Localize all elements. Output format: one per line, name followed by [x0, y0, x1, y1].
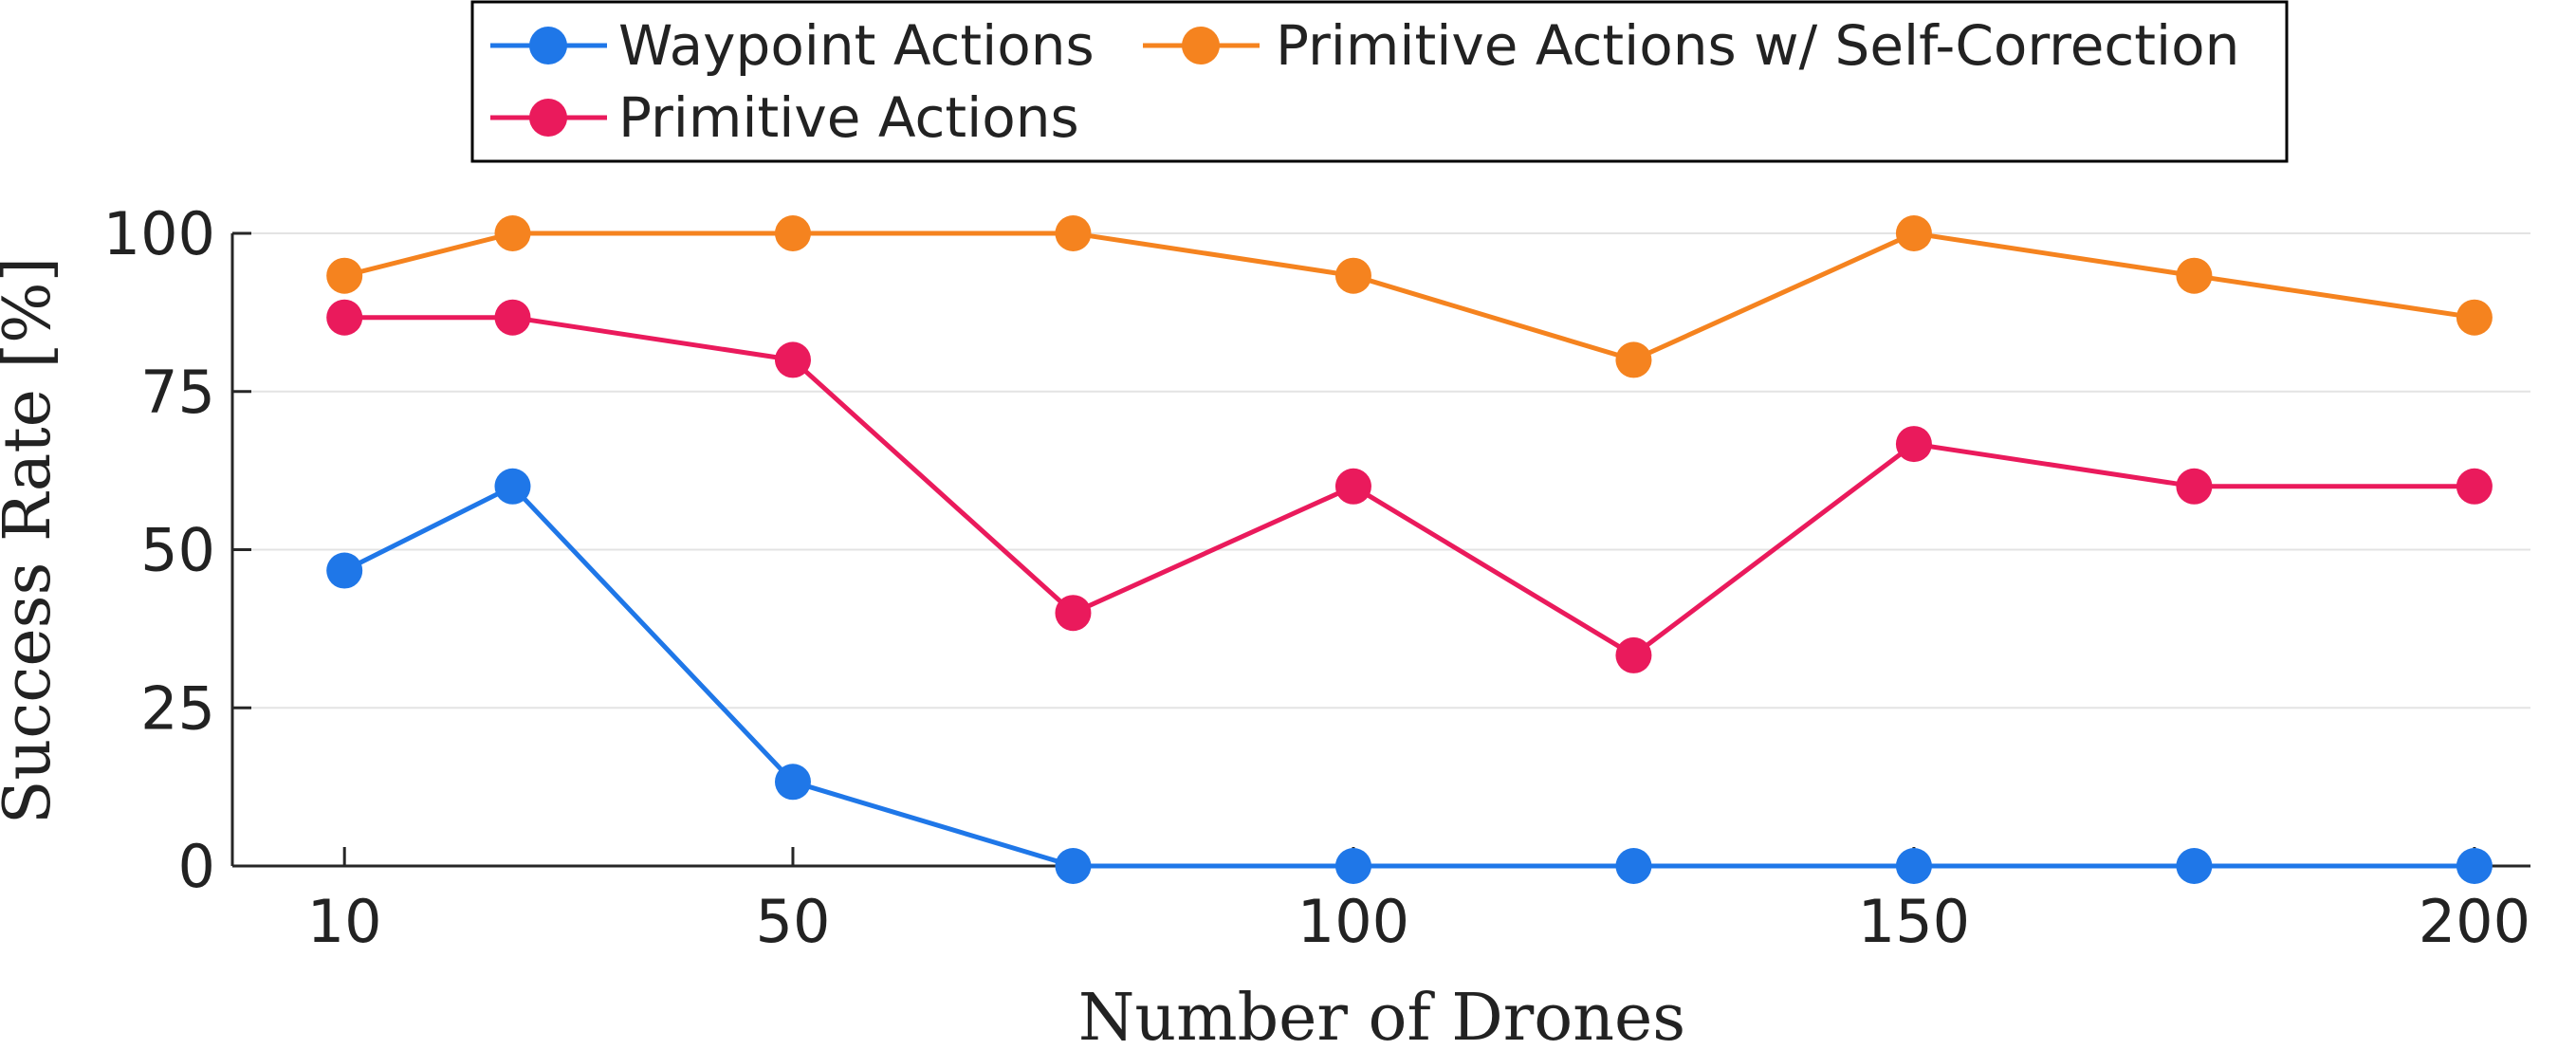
x-tick-label: 200	[2419, 887, 2530, 956]
data-point-primitive-actions	[2176, 468, 2213, 505]
x-axis-label: Number of Drones	[1078, 981, 1685, 1050]
data-point-waypoint-actions	[326, 552, 363, 589]
series-line-waypoint-actions	[343, 484, 2475, 869]
data-point-primitive-actions-w-self-correction	[1615, 341, 1652, 378]
legend: Waypoint Actions Primitive Actions w/ Se…	[470, 0, 2289, 163]
legend-box	[470, 0, 2289, 163]
data-point-primitive-actions	[1055, 595, 1092, 632]
series-waypoint-actions	[326, 468, 2493, 884]
y-tick-label: 25	[140, 673, 215, 743]
x-tick-label: 100	[1297, 887, 1409, 956]
data-point-primitive-actions-w-self-correction	[774, 215, 811, 251]
x-tick-label: 50	[756, 887, 831, 956]
data-point-primitive-actions	[2456, 468, 2493, 505]
x-tick-label: 10	[307, 887, 382, 956]
data-point-primitive-actions-w-self-correction	[1334, 257, 1371, 294]
data-point-primitive-actions-w-self-correction	[1895, 215, 1932, 251]
legend-marker-primitive-self-correction	[1182, 27, 1220, 64]
series-primitive-actions	[326, 299, 2493, 673]
y-tick-label: 0	[178, 832, 215, 901]
y-tick-label: 75	[140, 358, 215, 427]
legend-label-waypoint-actions: Waypoint Actions	[618, 13, 1095, 78]
data-point-primitive-actions-w-self-correction	[1055, 215, 1092, 251]
data-point-primitive-actions	[1615, 636, 1652, 673]
data-point-waypoint-actions	[1055, 848, 1092, 884]
data-point-waypoint-actions	[774, 764, 811, 801]
data-point-primitive-actions	[326, 299, 363, 336]
data-point-waypoint-actions	[1895, 848, 1932, 884]
data-point-primitive-actions	[1334, 468, 1371, 505]
series-line-primitive-actions	[344, 315, 2475, 658]
data-point-primitive-actions-w-self-correction	[2176, 257, 2213, 294]
data-point-waypoint-actions	[2456, 848, 2493, 884]
data-point-primitive-actions-w-self-correction	[326, 257, 363, 294]
data-point-primitive-actions	[1895, 426, 1932, 463]
data-point-waypoint-actions	[494, 468, 531, 505]
series-group	[326, 215, 2493, 884]
data-point-waypoint-actions	[1615, 848, 1652, 884]
series-primitive-actions-w-self-correction	[326, 215, 2493, 378]
y-axis-ticks: 0 25 50 75 100	[103, 199, 251, 901]
legend-marker-primitive-actions	[529, 99, 567, 137]
y-tick-label: 50	[140, 516, 215, 585]
y-tick-label: 100	[103, 199, 215, 268]
data-point-waypoint-actions	[2176, 848, 2213, 884]
legend-label-primitive-actions: Primitive Actions	[618, 85, 1079, 150]
data-point-primitive-actions-w-self-correction	[494, 215, 531, 251]
y-axis-label: Success Rate [%]	[0, 257, 65, 824]
legend-label-primitive-self-correction: Primitive Actions w/ Self-Correction	[1276, 13, 2239, 78]
data-point-waypoint-actions	[1334, 848, 1371, 884]
legend-marker-waypoint-actions	[529, 27, 567, 64]
x-axis-ticks: 10 50 100 150 200	[307, 847, 2530, 956]
x-tick-label: 150	[1858, 887, 1970, 956]
data-point-primitive-actions-w-self-correction	[2456, 299, 2493, 336]
data-point-primitive-actions	[774, 341, 811, 378]
data-point-primitive-actions	[494, 299, 531, 336]
